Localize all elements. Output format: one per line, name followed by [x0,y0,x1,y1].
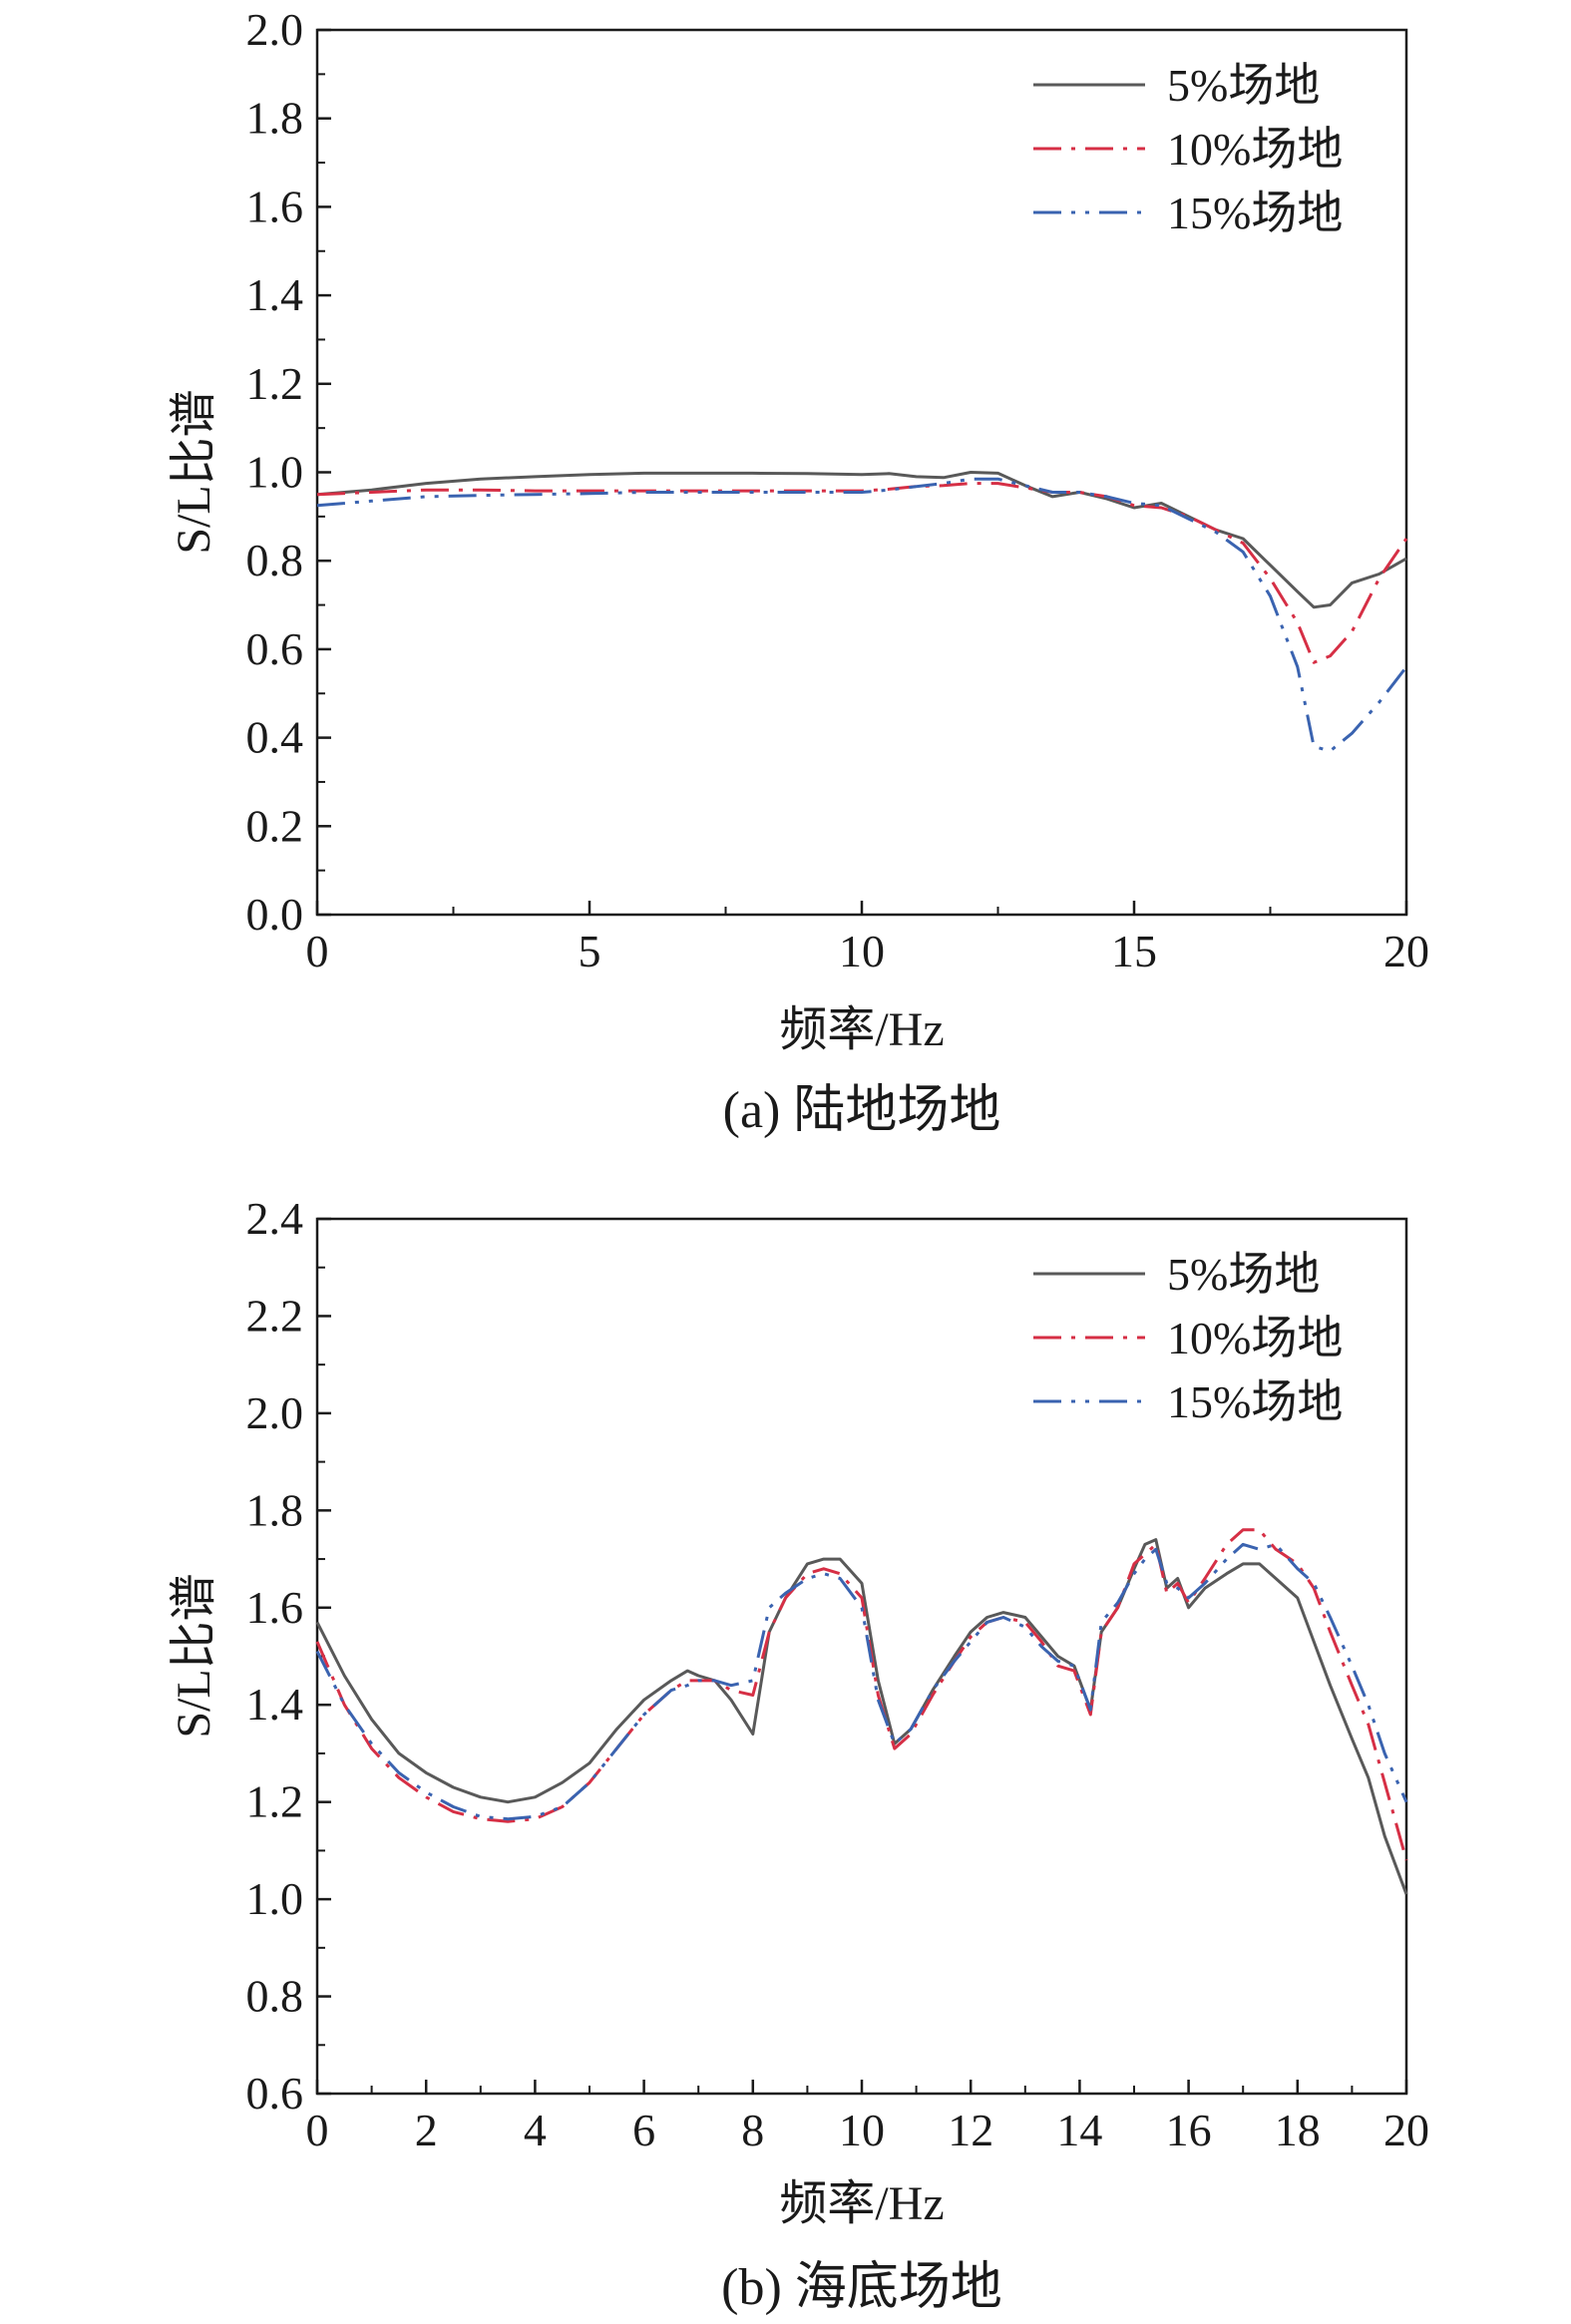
y-tick-label: 1.2 [246,1776,304,1827]
y-tick-label: 0.6 [246,2068,304,2119]
y-tick-label: 0.8 [246,535,304,585]
y-tick-label: 2.0 [246,1387,304,1438]
x-tick-label: 14 [1056,2105,1102,2155]
x-axis-label: 频率/Hz [779,1003,944,1056]
x-tick-label: 16 [1166,2105,1212,2155]
y-tick-label: 0.0 [246,889,304,940]
x-tick-label: 15 [1111,926,1157,976]
plot-lines [315,1528,1408,1895]
series-line-2 [316,482,1408,664]
y-tick-label: 2.2 [246,1290,304,1341]
series-line-2 [315,1528,1408,1861]
y-tick-label: 1.4 [246,269,304,320]
series-line-1 [316,471,1407,609]
legend-label-1: 5%场地 [1167,1249,1320,1300]
x-tick-label: 4 [524,2105,547,2155]
x-tick-label: 2 [415,2105,438,2155]
legend-label-3: 15%场地 [1167,1376,1343,1427]
y-tick-label: 1.4 [246,1679,304,1730]
x-tick-label: 5 [579,926,601,976]
x-tick-label: 8 [741,2105,764,2155]
y-tick-label: 1.8 [246,1484,304,1535]
chart-panel-a: 0.0 0.2 0.4 0.6 0.8 1.0 1.2 1.4 1.6 1.8 2.0 0 5 10 15… [168,4,1429,1139]
y-tick-label: 1.2 [246,358,304,409]
x-tick-label: 18 [1275,2105,1321,2155]
y-tick-label: 0.6 [246,623,304,674]
y-tick-label: 0.4 [246,712,304,763]
series-line-1 [315,1538,1408,1895]
legend-label-3: 15%场地 [1167,188,1343,238]
x-tick-label: 0 [306,926,329,976]
y-axis-ticks: 0.0 0.2 0.4 0.6 0.8 1.0 1.2 1.4 1.6 1.8 2.0 [246,4,331,940]
series-line-3 [316,477,1408,753]
y-tick-label: 2.4 [246,1193,304,1244]
x-tick-label: 20 [1383,2105,1429,2155]
series-line-3 [315,1542,1408,1821]
y-tick-label: 1.8 [246,93,304,144]
panel-caption: (a) 陆地场地 [723,1082,1001,1139]
legend: 5%场地 10%场地 15%场地 [1033,60,1343,238]
x-tick-label: 0 [306,2105,329,2155]
y-axis-ticks: 0.6 0.8 1.0 1.2 1.4 1.6 1.8 2.0 2.2 2.4 [246,1193,331,2119]
y-tick-label: 2.0 [246,4,304,55]
y-tick-label: 1.0 [246,447,304,498]
x-axis-ticks: 0 2 4 6 8 10 12 14 16 18 20 [306,2080,1429,2155]
x-tick-label: 6 [632,2105,655,2155]
legend-label-1: 5%场地 [1167,60,1320,111]
y-axis-label: S/L比谱 [168,389,220,554]
y-tick-label: 0.8 [246,1971,304,2022]
x-axis-ticks: 0 5 10 15 20 [306,901,1429,976]
x-tick-label: 10 [839,926,885,976]
y-tick-label: 1.0 [246,1873,304,1924]
x-tick-label: 12 [948,2105,993,2155]
legend-label-2: 10%场地 [1167,1313,1343,1363]
y-tick-label: 1.6 [246,1582,304,1633]
legend-label-2: 10%场地 [1167,124,1343,175]
chart-panel-b: 0.6 0.8 1.0 1.2 1.4 1.6 1.8 2.0 2.2 2.4 0 2 4 6 8 10 12… [168,1193,1429,2316]
y-axis-label: S/L比谱 [168,1573,220,1738]
legend: 5%场地 10%场地 15%场地 [1033,1249,1343,1427]
panel-caption: (b) 海底场地 [721,2259,1002,2316]
x-axis-label: 频率/Hz [779,2177,944,2230]
plot-lines [316,471,1408,753]
y-tick-label: 0.2 [246,800,304,851]
x-tick-label: 10 [839,2105,885,2155]
y-tick-label: 1.6 [246,181,304,231]
x-tick-label: 20 [1383,926,1429,976]
